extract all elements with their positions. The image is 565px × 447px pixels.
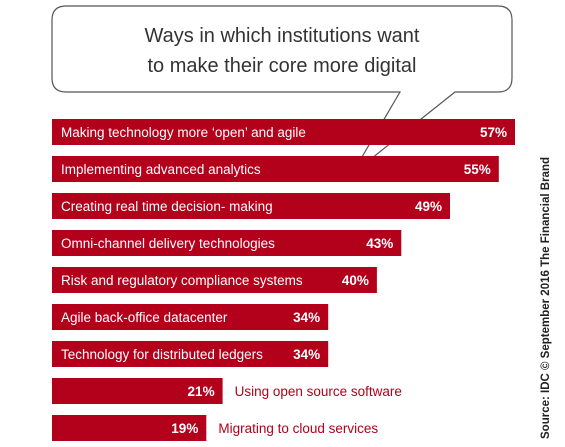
chart-title-line-2: to make their core more digital bbox=[147, 55, 416, 77]
bar-category-label: Making technology more ‘open’ and agile bbox=[61, 125, 306, 140]
bar-value-label: 43% bbox=[366, 236, 393, 251]
bar-value-label: 55% bbox=[464, 162, 491, 177]
source-note: Source: IDC © September 2016 The Financi… bbox=[540, 157, 552, 439]
bar-value-label: 34% bbox=[293, 347, 320, 362]
bar bbox=[52, 304, 329, 330]
bar-row: Implementing advanced analytics 55% bbox=[52, 156, 499, 182]
bar-row: Technology for distributed ledgers 34% bbox=[52, 341, 329, 367]
bar-category-label: Agile back-office datacenter bbox=[61, 310, 228, 325]
bar bbox=[52, 267, 377, 293]
bar-category-label: Technology for distributed ledgers bbox=[61, 347, 263, 362]
bar-row: Omni-channel delivery technologies 43% bbox=[52, 230, 402, 256]
bar-category-label: Implementing advanced analytics bbox=[61, 162, 261, 177]
bar-category-label: Omni-channel delivery technologies bbox=[61, 236, 275, 251]
bar bbox=[52, 193, 450, 219]
bar bbox=[52, 341, 329, 367]
bar-row: Agile back-office datacenter 34% bbox=[52, 304, 329, 330]
bar-category-label: Risk and regulatory compliance systems bbox=[61, 273, 303, 288]
bar bbox=[52, 378, 223, 404]
bar-row: Making technology more ‘open’ and agile 5… bbox=[52, 119, 515, 145]
bar bbox=[52, 415, 207, 441]
bar-row: Migrating to cloud services 19% bbox=[52, 415, 378, 441]
bar-row: Risk and regulatory compliance systems 40… bbox=[52, 267, 377, 293]
bar-category-label: Migrating to cloud services bbox=[218, 421, 378, 436]
bar bbox=[52, 156, 499, 182]
bar bbox=[52, 119, 515, 145]
bar-row: Creating real time decision- making 49% bbox=[52, 193, 450, 219]
bar-value-label: 49% bbox=[415, 199, 442, 214]
bar-value-label: 34% bbox=[293, 310, 320, 325]
bar-value-label: 40% bbox=[342, 273, 369, 288]
bar-category-label: Using open source software bbox=[235, 384, 402, 399]
bar-value-label: 57% bbox=[480, 125, 507, 140]
bar bbox=[52, 230, 402, 256]
bars-group: Making technology more ‘open’ and agile 5… bbox=[52, 119, 515, 441]
bar-value-label: 19% bbox=[171, 421, 198, 436]
bar-row: Using open source software 21% bbox=[52, 378, 402, 404]
title-bubble: Ways in which institutions want to make … bbox=[51, 5, 513, 175]
bar-value-label: 21% bbox=[188, 384, 215, 399]
bar-category-label: Creating real time decision- making bbox=[61, 199, 273, 214]
chart-title-line-1: Ways in which institutions want bbox=[145, 25, 420, 47]
